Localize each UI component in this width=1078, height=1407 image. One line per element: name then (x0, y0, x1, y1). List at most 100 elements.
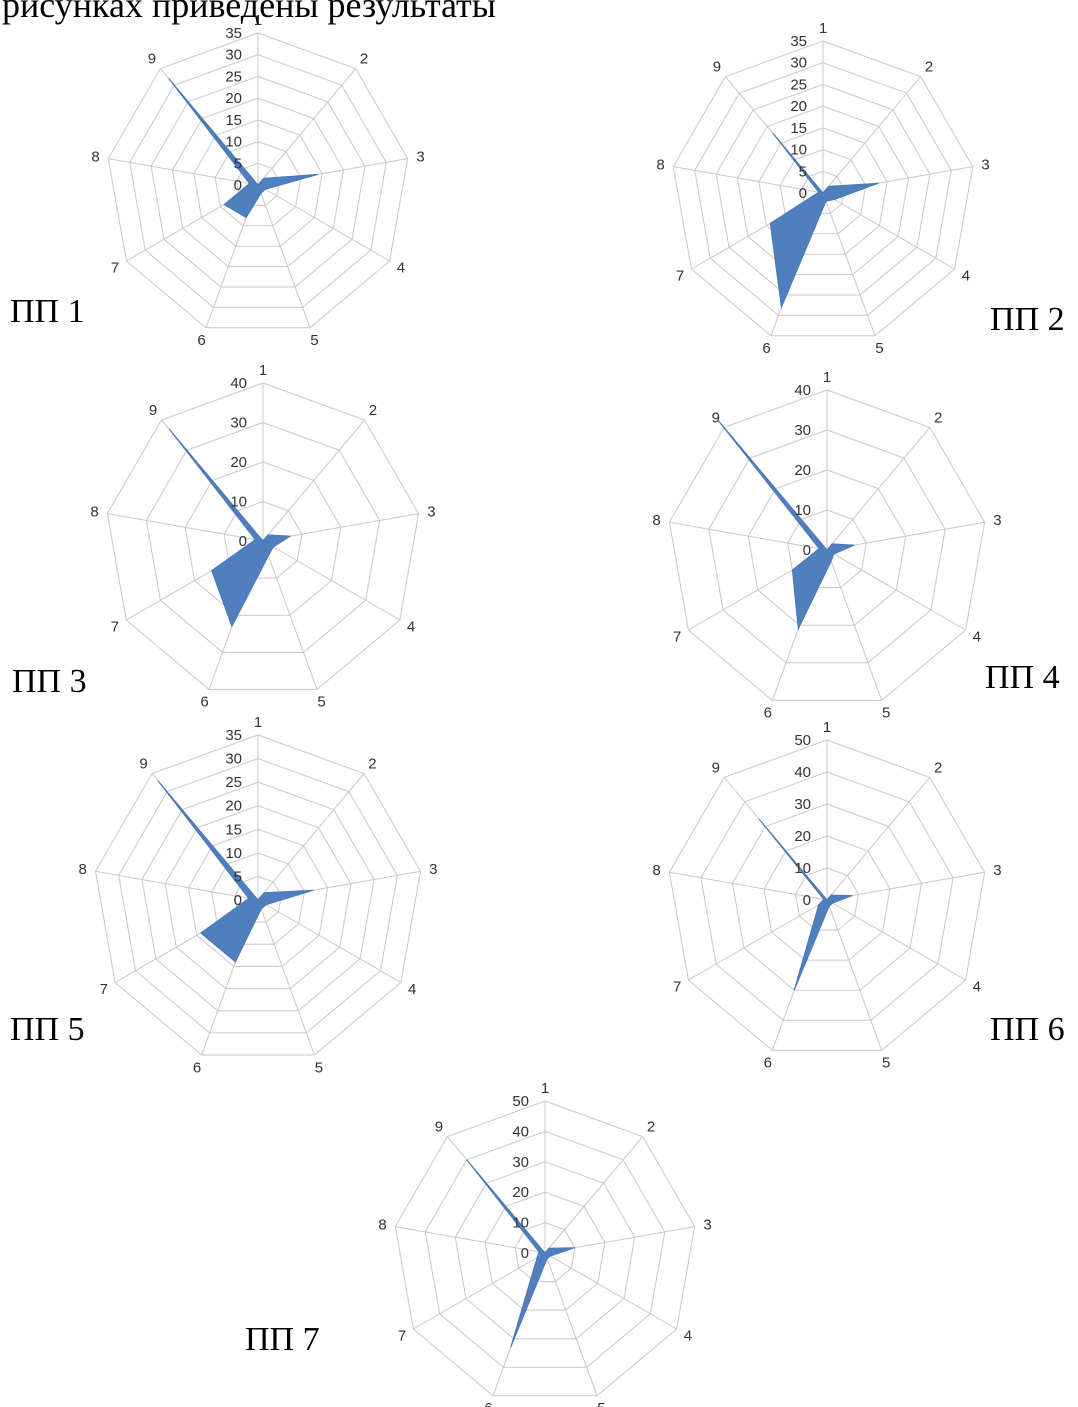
radar-chart-1: 1 2 3 4 5 6 7 8 9 0 5 10 15 20 25 30 35 ПП 1 (10, 12, 425, 349)
tick-label: 35 (225, 727, 242, 744)
tick-label: 0 (234, 177, 242, 194)
tick-label: 40 (512, 1123, 529, 1140)
axis-label: 9 (712, 760, 720, 777)
axis-spoke (95, 870, 259, 901)
axis-label: 1 (254, 714, 262, 731)
axis-label: 1 (819, 20, 827, 37)
axis-label: 6 (764, 705, 772, 722)
axis-label: 5 (875, 340, 883, 357)
axis-spoke (688, 899, 828, 981)
axis-spoke (826, 427, 931, 551)
axis-spoke (826, 549, 883, 701)
axis-label: 7 (111, 260, 119, 277)
chart-label: ПП 5 (10, 1011, 85, 1048)
axis-label: 7 (673, 979, 681, 996)
tick-label: 20 (512, 1184, 529, 1201)
axis-spoke (257, 773, 365, 901)
axis-label: 3 (993, 512, 1001, 529)
axis-label: 8 (91, 148, 99, 165)
grid-ring (223, 500, 303, 579)
tick-label: 10 (225, 845, 242, 862)
radar-chart-7: 1 2 3 4 5 6 7 8 9 0 10 20 30 40 50 ПП 7 (245, 1080, 712, 1407)
axis-label: 6 (200, 694, 208, 711)
axis-label: 5 (317, 694, 325, 711)
radar-chart-5: 1 2 3 4 5 6 7 8 9 0 5 10 15 20 25 30 35 ПП 5 (10, 714, 437, 1076)
axis-spoke (826, 549, 966, 631)
grid-ring (794, 867, 860, 931)
grid-ring (715, 83, 931, 296)
grid-ring (454, 1161, 636, 1340)
axis-label: 3 (981, 156, 989, 173)
axis-spoke (257, 184, 311, 328)
tick-label: 10 (794, 860, 811, 877)
axis-label: 1 (254, 12, 262, 29)
tick-label: 15 (225, 821, 242, 838)
tick-label: 35 (790, 33, 807, 50)
page-header-text: рисунках приведены результаты (2, 0, 496, 25)
data-area-series (168, 428, 292, 628)
grid-ring (484, 1191, 606, 1311)
grid-ring (234, 875, 282, 923)
grid-ring (700, 771, 954, 1021)
grid-ring (141, 781, 375, 1012)
grid-ring (145, 421, 381, 653)
axis-label: 2 (925, 59, 933, 76)
axis-label: 9 (149, 402, 157, 419)
grid-ring (747, 469, 907, 626)
axis-spoke (257, 899, 402, 983)
axis-label: 1 (541, 1080, 549, 1097)
tick-label: 30 (794, 796, 811, 813)
tick-label: 50 (794, 732, 811, 749)
tick-label: 20 (225, 798, 242, 815)
axis-label: 4 (407, 619, 415, 636)
data-area-series (716, 417, 855, 631)
axis-label: 3 (993, 862, 1001, 879)
tick-label: 30 (790, 55, 807, 72)
radar-chart-2: 1 2 3 4 5 6 7 8 9 0 5 10 15 20 25 30 35 ПП 2 (656, 20, 1064, 357)
tick-label: 20 (230, 454, 247, 471)
axis-spoke (673, 166, 824, 194)
axis-spoke (822, 76, 922, 194)
tick-label: 5 (799, 163, 807, 180)
grid-ring (424, 1130, 666, 1368)
chart-label: ПП 6 (990, 1011, 1065, 1048)
axis-label: 2 (647, 1119, 655, 1136)
chart-label: ПП 2 (990, 301, 1065, 338)
axis-label: 1 (259, 362, 267, 379)
axis-spoke (108, 158, 259, 186)
tick-label: 20 (790, 98, 807, 115)
axis-label: 5 (315, 1059, 323, 1076)
grid-ring (672, 40, 974, 337)
axis-label: 6 (193, 1059, 201, 1076)
axis-label: 1 (823, 369, 831, 386)
grid-ring (193, 119, 323, 247)
tick-label: 10 (225, 134, 242, 151)
axis-label: 1 (823, 719, 831, 736)
axis-label: 8 (79, 861, 87, 878)
tick-label: 25 (790, 76, 807, 93)
axis-label: 4 (962, 268, 970, 285)
tick-label: 10 (230, 494, 247, 511)
tick-label: 0 (799, 185, 807, 202)
tick-label: 5 (234, 155, 242, 172)
axis-spoke (826, 899, 883, 1051)
axis-label: 5 (882, 1055, 890, 1072)
axis-spoke (413, 1252, 546, 1330)
axis-label: 4 (397, 260, 405, 277)
tick-label: 30 (230, 415, 247, 432)
grid-ring (394, 1100, 696, 1397)
grid-ring (514, 1222, 576, 1283)
axis-spoke (544, 1252, 677, 1330)
grid-ring (758, 127, 888, 255)
tick-label: 20 (794, 462, 811, 479)
grid-ring (763, 835, 891, 961)
axis-label: 7 (111, 619, 119, 636)
axis-spoke (257, 68, 357, 186)
grid-ring (214, 141, 302, 227)
axis-spoke (544, 1136, 644, 1254)
axis-label: 7 (676, 268, 684, 285)
tick-label: 35 (225, 25, 242, 42)
radar-chart-3: 1 2 3 4 5 6 7 8 9 0 10 20 30 40 ПП 3 (12, 362, 436, 711)
grid-ring (787, 509, 867, 589)
